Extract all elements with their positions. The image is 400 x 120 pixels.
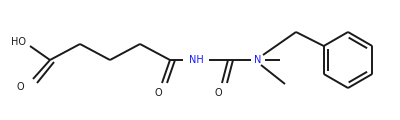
Text: O: O (154, 88, 162, 98)
Text: NH: NH (189, 55, 203, 65)
Text: N: N (254, 55, 262, 65)
Text: HO: HO (10, 37, 26, 47)
Text: O: O (214, 88, 222, 98)
Text: O: O (16, 82, 24, 92)
